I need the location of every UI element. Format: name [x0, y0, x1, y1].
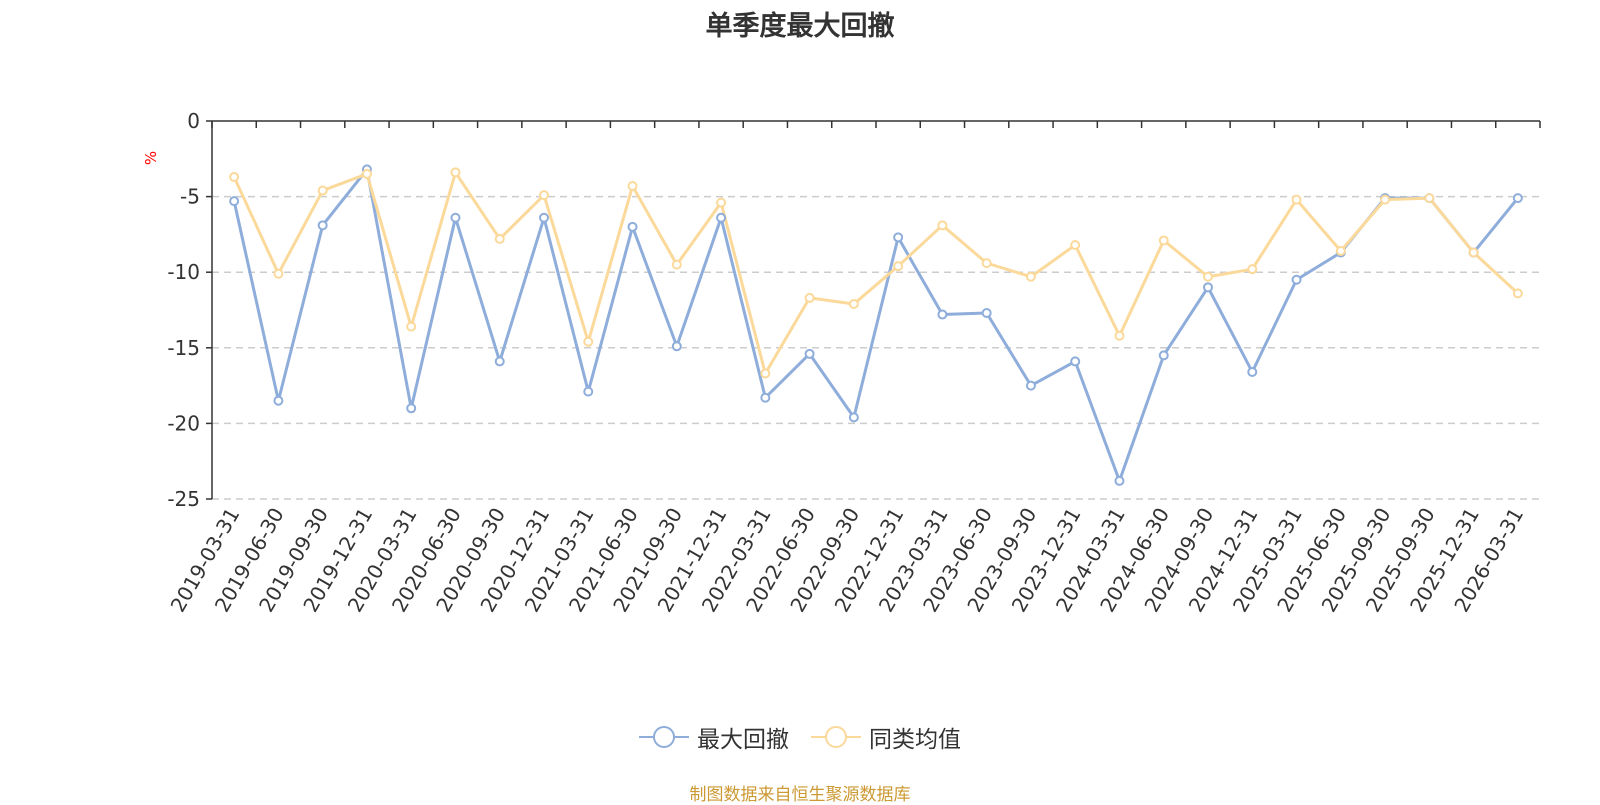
series-line-0 — [232, 167, 1520, 483]
data-point[interactable] — [848, 412, 859, 423]
legend-circle — [825, 726, 847, 748]
data-point[interactable] — [494, 356, 505, 367]
legend-marker-peer-average — [811, 726, 861, 748]
data-point[interactable] — [1424, 193, 1435, 204]
y-tick-label: 0 — [187, 109, 200, 133]
data-point[interactable] — [1247, 366, 1258, 377]
legend-item-drawdown[interactable]: 最大回撤 — [639, 720, 789, 754]
data-point[interactable] — [716, 212, 727, 223]
data-point[interactable] — [671, 259, 682, 270]
data-point[interactable] — [273, 268, 284, 279]
data-point[interactable] — [760, 368, 771, 379]
data-point[interactable] — [627, 181, 638, 192]
data-point[interactable] — [671, 341, 682, 352]
data-point[interactable] — [1203, 271, 1213, 282]
data-point[interactable] — [804, 348, 815, 359]
data-point[interactable] — [1291, 274, 1302, 285]
grid-lines — [212, 195, 1540, 500]
data-point[interactable] — [361, 168, 372, 179]
data-point[interactable] — [539, 190, 549, 201]
y-tick-label: -10 — [167, 260, 200, 284]
data-point[interactable] — [760, 392, 771, 403]
y-tick-label: -25 — [167, 487, 200, 511]
series-line-1 — [232, 170, 1519, 376]
chart-title: 单季度最大回撤 — [705, 11, 895, 42]
data-point[interactable] — [981, 308, 992, 319]
data-point[interactable] — [1203, 282, 1213, 293]
data-point[interactable] — [1291, 194, 1302, 205]
data-point[interactable] — [1025, 271, 1036, 282]
data-point[interactable] — [317, 185, 328, 196]
data-point[interactable] — [1380, 194, 1391, 205]
data-point[interactable] — [1070, 356, 1081, 367]
data-source-note: 制图数据来自恒生聚源数据库 — [689, 785, 911, 805]
series-lines — [229, 164, 1523, 486]
legend-circle — [653, 726, 675, 748]
legend-label-peer-average: 同类均值 — [869, 727, 961, 753]
data-point[interactable] — [450, 167, 461, 178]
data-point[interactable] — [406, 403, 417, 414]
axes — [206, 120, 1541, 500]
data-point[interactable] — [494, 233, 505, 244]
data-point[interactable] — [981, 258, 992, 269]
y-tick-label: -20 — [167, 411, 200, 435]
data-point[interactable] — [937, 309, 948, 320]
data-point[interactable] — [716, 197, 727, 208]
legend-marker-drawdown — [639, 726, 689, 748]
data-point[interactable] — [406, 321, 417, 332]
data-point[interactable] — [539, 212, 549, 223]
data-point[interactable] — [229, 196, 240, 207]
legend-item-peer-average[interactable]: 同类均值 — [811, 720, 961, 754]
data-point[interactable] — [583, 386, 594, 397]
data-point[interactable] — [1158, 235, 1169, 246]
data-point[interactable] — [1512, 193, 1523, 204]
data-point[interactable] — [627, 221, 638, 232]
data-point[interactable] — [450, 212, 461, 223]
data-point[interactable] — [273, 395, 284, 406]
data-point[interactable] — [804, 292, 815, 303]
data-point[interactable] — [1158, 350, 1169, 361]
y-tick-label: -15 — [167, 336, 200, 360]
data-point[interactable] — [1468, 247, 1479, 258]
legend-label-drawdown: 最大回撤 — [697, 727, 789, 753]
data-point[interactable] — [937, 220, 948, 231]
data-point[interactable] — [1114, 330, 1125, 341]
data-point[interactable] — [317, 220, 328, 231]
data-point[interactable] — [1247, 264, 1258, 275]
y-tick-label: -5 — [180, 185, 200, 209]
data-point[interactable] — [1025, 380, 1036, 391]
data-point[interactable] — [583, 336, 594, 347]
data-point[interactable] — [1070, 239, 1081, 250]
data-point[interactable] — [893, 261, 904, 272]
data-point[interactable] — [229, 171, 240, 182]
data-point[interactable] — [1512, 288, 1523, 299]
data-point[interactable] — [848, 298, 859, 309]
legend: 最大回撤 同类均值 — [0, 720, 1600, 754]
y-axis-label: % — [142, 151, 160, 165]
data-point[interactable] — [1114, 475, 1125, 486]
data-point[interactable] — [893, 232, 904, 243]
data-point[interactable] — [1335, 246, 1346, 257]
